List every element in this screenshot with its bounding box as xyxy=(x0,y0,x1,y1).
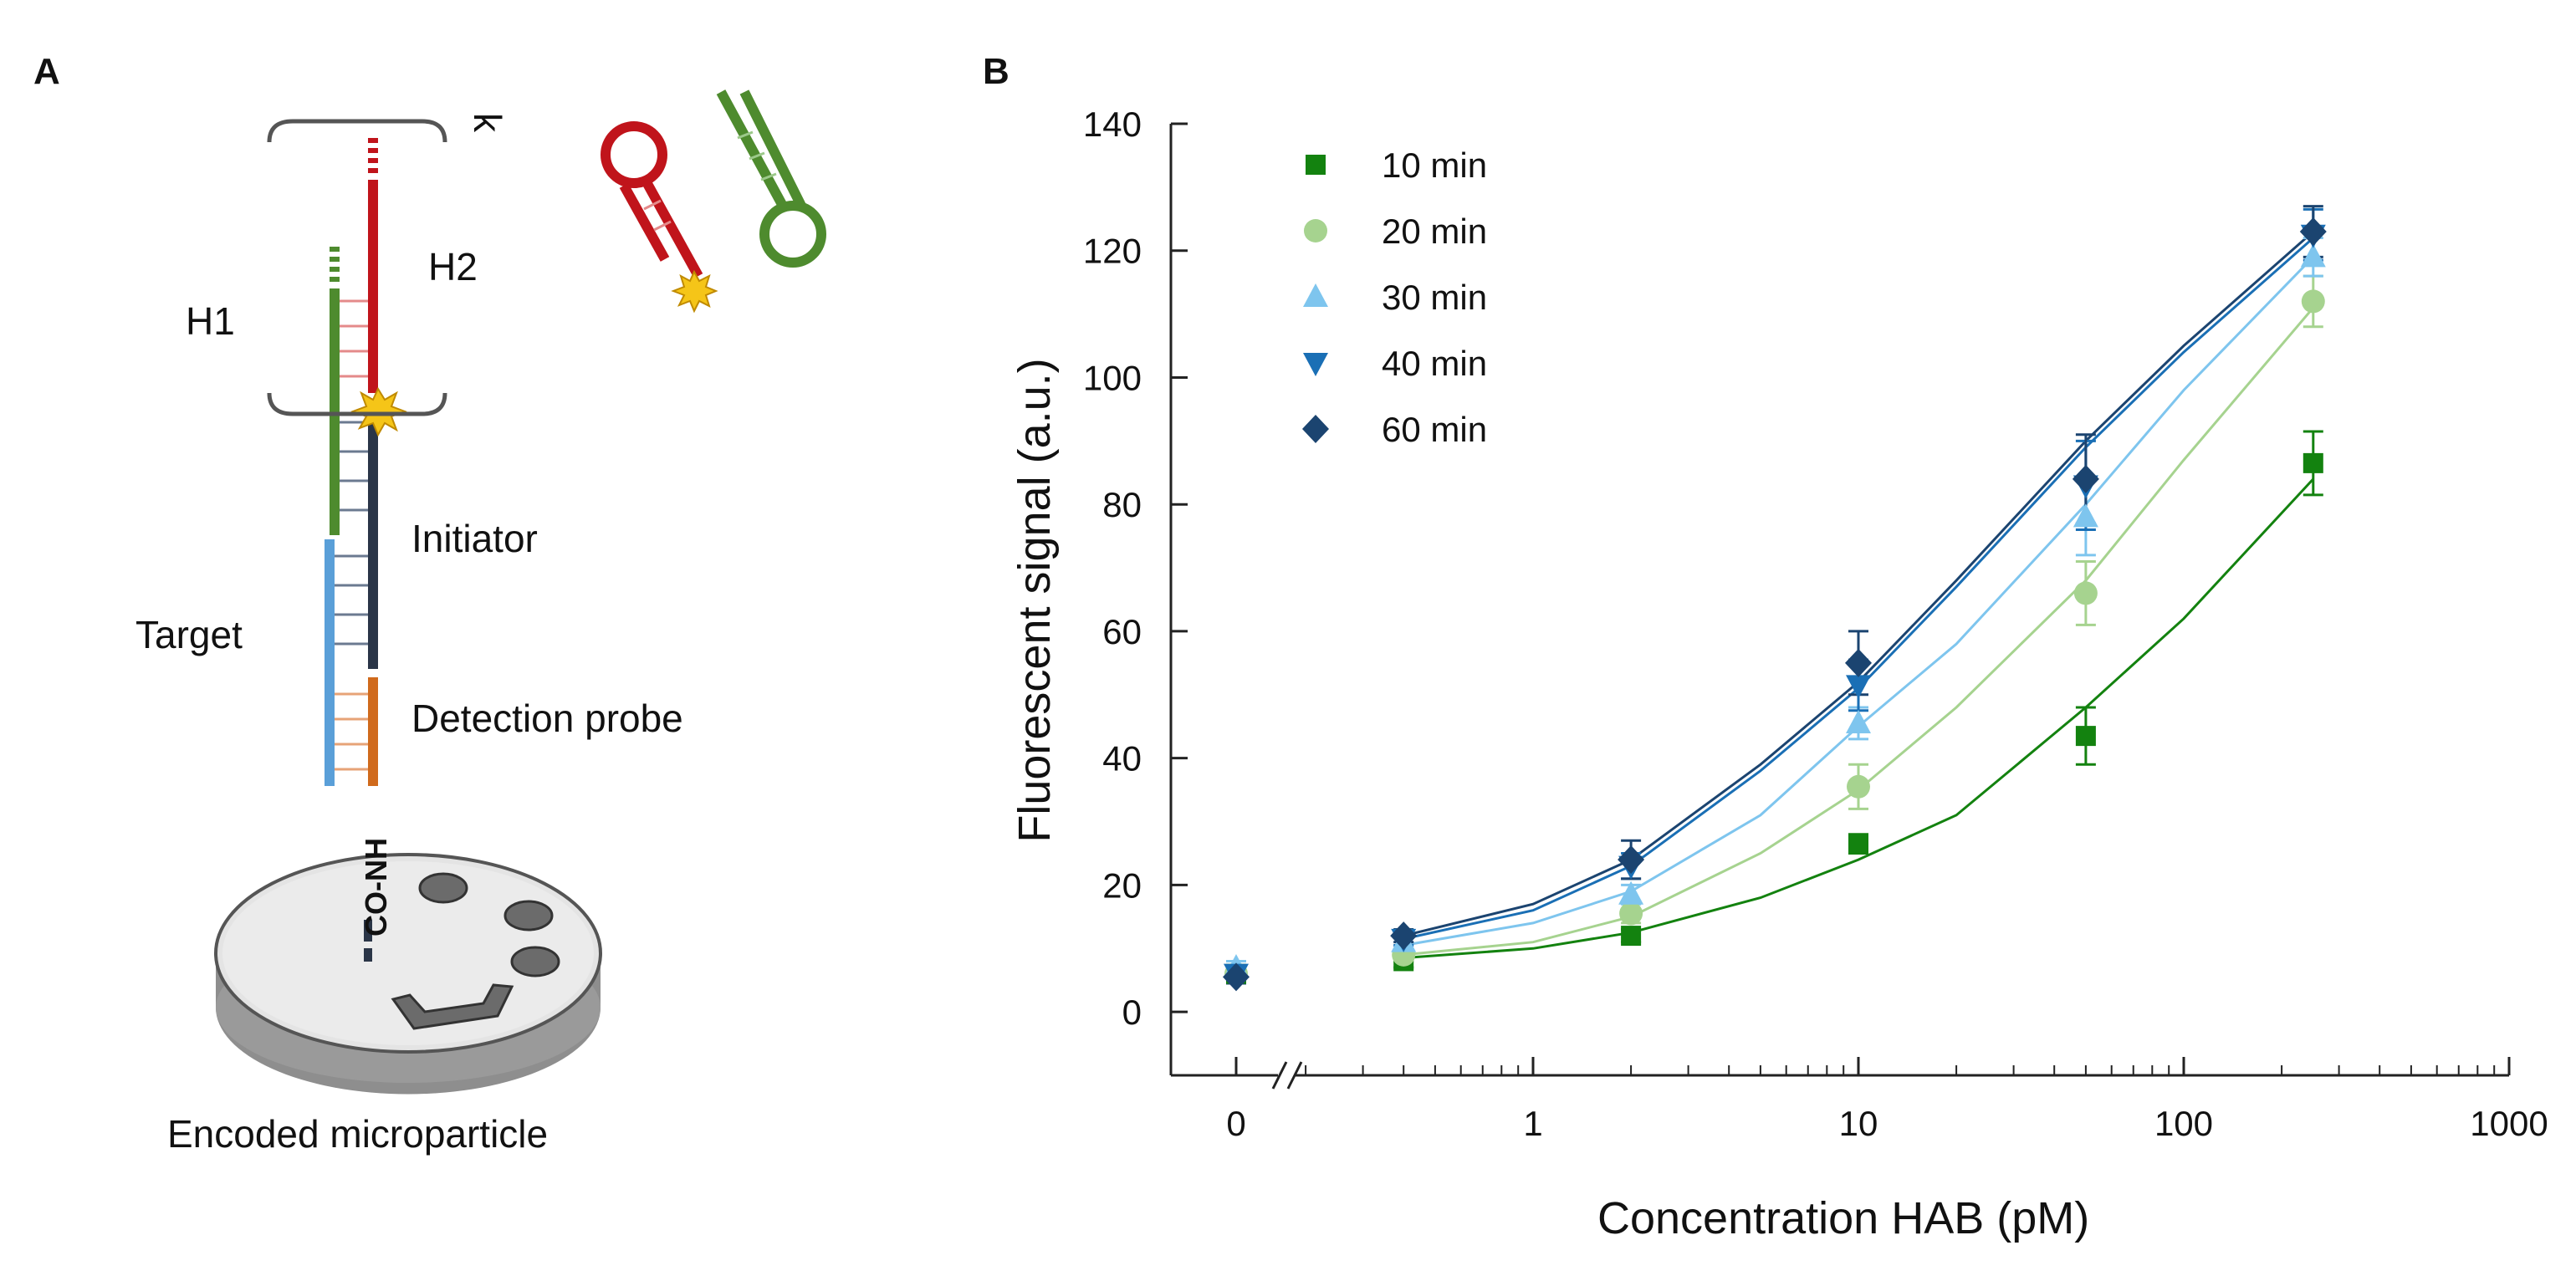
particle-label: Encoded microparticle xyxy=(167,1112,548,1156)
data-point xyxy=(2073,503,2098,528)
legend-marker xyxy=(1303,353,1328,376)
legend-label: 20 min xyxy=(1382,212,1487,251)
h1-label: H1 xyxy=(186,299,235,343)
hairpin-h1-icon xyxy=(716,89,826,268)
axis-break-mark xyxy=(1271,1061,1288,1090)
panel-b-label: B xyxy=(983,51,1009,92)
detection-probe-label: Detection probe xyxy=(411,697,683,740)
y-tick-label: 140 xyxy=(1083,105,1142,144)
target-label: Target xyxy=(135,613,243,656)
repeat-k-label: k xyxy=(466,113,509,133)
dna-assembly xyxy=(267,119,447,786)
conh-label: CO-NH xyxy=(359,838,393,937)
data-point xyxy=(1619,901,1643,926)
data-point xyxy=(2072,464,2099,493)
panel-a-label: A xyxy=(33,51,60,92)
panel-b: B 0 20 40 60 80 100 120 140 0 1 10 100 1000 10 min 2… xyxy=(983,51,2548,1243)
data-point xyxy=(1846,675,1871,699)
data-point xyxy=(1846,709,1871,733)
data-point xyxy=(2073,581,2098,605)
y-tick-label: 100 xyxy=(1083,358,1142,397)
data-point xyxy=(2299,217,2327,246)
x-tick-label: 1000 xyxy=(2470,1104,2548,1143)
data-point xyxy=(1618,880,1644,905)
legend-marker xyxy=(1303,283,1328,307)
fit-curve-10-min xyxy=(1403,477,2314,960)
legend-label: 60 min xyxy=(1382,410,1487,449)
repeat-bracket-top xyxy=(267,119,447,143)
legend-label: 10 min xyxy=(1382,145,1487,185)
legend-label: 30 min xyxy=(1382,278,1487,317)
data-point xyxy=(1618,845,1645,875)
data-point xyxy=(1223,962,1250,992)
y-tick-label: 80 xyxy=(1102,485,1142,524)
data-point xyxy=(2303,452,2323,473)
hairpin-h2-icon xyxy=(601,121,718,314)
y-axis-title: Fluorescent signal (a.u.) xyxy=(1009,358,1060,842)
x-axis-title: Concentration HAB (pM) xyxy=(1597,1193,2089,1243)
data-point xyxy=(2075,726,2096,747)
chart-plot: 0 20 40 60 80 100 120 140 0 1 10 100 1000 10 min 20 … xyxy=(1083,105,2548,1143)
encoded-microparticle xyxy=(214,853,602,1095)
legend-label: 40 min xyxy=(1382,344,1487,383)
data-point xyxy=(1845,648,1872,677)
y-tick-label: 120 xyxy=(1083,232,1142,271)
data-point xyxy=(1848,834,1868,855)
y-tick-label: 60 xyxy=(1102,612,1142,651)
y-tick-label: 40 xyxy=(1102,739,1142,778)
x-tick-label: 1 xyxy=(1523,1104,1542,1143)
data-point xyxy=(1621,926,1642,947)
x-tick-label: 10 xyxy=(1839,1104,1878,1143)
repeat-bracket-bottom xyxy=(267,392,447,416)
axis-break-mark xyxy=(1286,1061,1303,1090)
legend-marker xyxy=(1302,415,1329,443)
x-tick-label: 100 xyxy=(2154,1104,2213,1143)
data-point xyxy=(2301,289,2325,314)
data-point xyxy=(2300,243,2326,268)
x-tick-label: 0 xyxy=(1226,1104,1245,1143)
initiator-label: Initiator xyxy=(411,517,538,560)
h2-label: H2 xyxy=(428,245,478,288)
data-point xyxy=(1390,921,1418,951)
legend-marker xyxy=(1306,155,1326,175)
fit-curve-60-min xyxy=(1403,230,2314,937)
legend-marker xyxy=(1304,219,1327,242)
y-tick-label: 20 xyxy=(1102,865,1142,905)
data-point xyxy=(1847,774,1870,799)
y-tick-label: 0 xyxy=(1122,993,1142,1032)
panel-a: A xyxy=(33,51,826,1156)
